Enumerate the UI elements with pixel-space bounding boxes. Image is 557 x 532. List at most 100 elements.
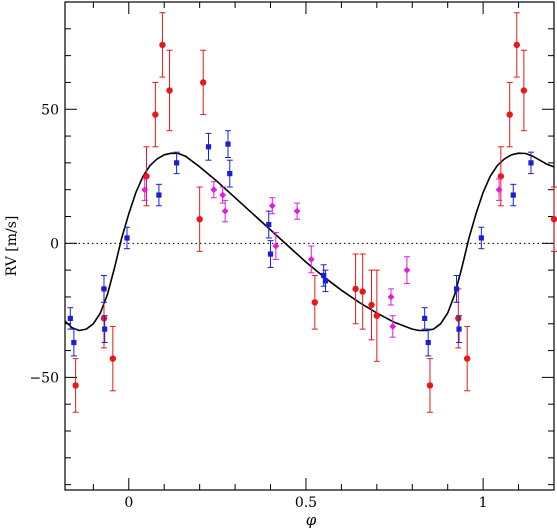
data-point-blue	[100, 274, 107, 303]
marker-square	[225, 141, 231, 147]
data-point-red	[463, 325, 471, 392]
data-point-red	[497, 146, 505, 207]
data-point-blue	[510, 183, 517, 207]
data-point-magenta	[221, 199, 229, 223]
data-point-red	[109, 325, 117, 392]
data-point-blue	[265, 210, 272, 239]
marker-circle	[352, 285, 359, 293]
marker-square	[510, 192, 516, 198]
data-point-magenta	[210, 181, 218, 199]
data-point-red	[550, 186, 557, 252]
marker-circle	[143, 173, 150, 180]
marker-square	[453, 286, 460, 292]
data-point-red	[166, 49, 173, 132]
marker-square	[102, 326, 108, 332]
marker-diamond	[307, 256, 315, 263]
data-point-red	[506, 81, 513, 148]
marker-square	[174, 160, 180, 166]
marker-diamond	[387, 293, 395, 301]
data-point-red	[520, 49, 528, 132]
marker-square	[124, 235, 130, 241]
marker-diamond	[210, 186, 218, 194]
x-axis-label: φ	[306, 511, 317, 529]
data-point-blue	[225, 130, 231, 159]
data-point-magenta	[387, 288, 395, 306]
data-point-magenta	[389, 315, 397, 338]
axis-ticks	[65, 1, 555, 490]
model-curve	[64, 152, 555, 332]
marker-circle	[513, 41, 520, 49]
data-point-blue	[173, 151, 180, 175]
marker-square	[71, 339, 77, 346]
data-point-blue	[453, 274, 460, 303]
x-tick-label: 0.5	[295, 495, 317, 511]
marker-diamond	[141, 186, 149, 194]
marker-circle	[159, 41, 166, 49]
data-point-red	[196, 186, 203, 252]
marker-square	[101, 286, 107, 292]
marker-square	[227, 171, 233, 177]
marker-circle	[166, 87, 173, 94]
data-point-magenta	[307, 245, 315, 274]
data-point-blue	[421, 307, 428, 330]
data-point-magenta	[268, 197, 276, 215]
marker-circle	[506, 111, 513, 118]
marker-circle	[100, 315, 108, 322]
data-point-red	[513, 12, 520, 78]
marker-diamond	[495, 186, 503, 194]
data-point-red	[368, 269, 375, 341]
marker-square	[67, 315, 73, 321]
data-point-blue	[226, 159, 233, 188]
data-point-red	[159, 12, 166, 78]
data-point-red	[311, 274, 319, 330]
tick-labels: 0 0.5 1 −50 0 50	[29, 102, 487, 511]
data-point-red	[426, 358, 434, 413]
data-point-blue	[425, 328, 432, 357]
marker-circle	[463, 355, 471, 362]
data-point-magenta	[495, 178, 503, 201]
marker-square	[205, 144, 212, 150]
data-point-blue	[101, 315, 108, 344]
data-point-red	[352, 253, 359, 325]
marker-circle	[199, 79, 207, 86]
marker-square	[321, 272, 327, 279]
marker-square	[266, 221, 272, 228]
marker-square	[267, 251, 274, 257]
data-point-magenta	[141, 178, 149, 201]
y-tick-label: 50	[41, 102, 59, 118]
data-point-blue	[478, 226, 485, 250]
marker-diamond	[272, 242, 280, 250]
data-point-red	[199, 49, 207, 116]
data-point-red	[373, 269, 381, 362]
marker-square	[422, 315, 428, 321]
marker-circle	[455, 315, 462, 322]
marker-circle	[426, 382, 434, 389]
data-points	[67, 12, 557, 413]
marker-diamond	[403, 266, 411, 274]
data-point-blue	[155, 183, 162, 207]
y-tick-label: 0	[50, 236, 59, 252]
data-point-magenta	[403, 256, 411, 285]
marker-circle	[497, 173, 505, 180]
marker-circle	[311, 299, 319, 306]
marker-square	[322, 278, 329, 284]
marker-circle	[550, 215, 557, 223]
marker-square	[478, 235, 484, 241]
data-point-red	[143, 146, 150, 207]
model-curve-group	[64, 152, 555, 332]
marker-circle	[196, 215, 203, 223]
data-point-magenta	[272, 232, 280, 260]
marker-square	[156, 192, 162, 198]
marker-square	[425, 339, 431, 346]
data-point-red	[72, 358, 79, 413]
marker-circle	[72, 382, 79, 389]
marker-diamond	[293, 207, 301, 215]
marker-circle	[109, 355, 117, 362]
marker-diamond	[221, 207, 229, 215]
y-tick-label: −50	[29, 370, 59, 386]
data-point-red	[152, 81, 159, 148]
marker-circle	[152, 111, 159, 118]
marker-diamond	[219, 191, 227, 199]
marker-circle	[520, 87, 528, 94]
